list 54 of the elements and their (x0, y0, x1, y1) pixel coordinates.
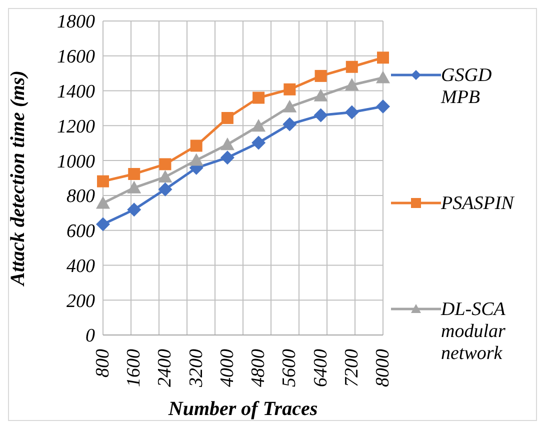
y-tick-label: 1400 (57, 82, 96, 103)
point (376, 99, 390, 114)
x-tick-label: 2400 (154, 348, 176, 387)
x-tick-label: 7200 (341, 348, 362, 387)
point (284, 83, 296, 96)
point (252, 119, 266, 132)
y-tick-label: 600 (66, 221, 96, 242)
point (252, 136, 266, 150)
point (97, 175, 109, 188)
x-tick-label: 4800 (248, 348, 270, 387)
y-tick-label: 0 (86, 326, 96, 347)
point (220, 138, 234, 150)
point (189, 153, 204, 166)
point (314, 88, 328, 102)
y-tick-label: 1200 (57, 116, 96, 138)
point (377, 52, 389, 64)
y-tick-label: 200 (66, 290, 96, 312)
x-tick-label: 5600 (279, 348, 300, 387)
point (252, 92, 265, 104)
y-tick-label: 400 (66, 256, 96, 277)
x-tick-label: 4000 (216, 348, 238, 387)
point (221, 112, 234, 124)
point (158, 170, 172, 183)
y-tick-label: 1800 (57, 12, 96, 33)
point (282, 100, 297, 112)
point (314, 108, 328, 122)
x-tick-label: 3200 (186, 348, 207, 388)
point (344, 78, 359, 91)
point (127, 180, 142, 194)
x-tick-label: 8000 (372, 348, 394, 387)
x-tick-label: 1600 (124, 348, 145, 387)
y-tick-label: 800 (66, 186, 96, 208)
legend-label: DL-SCA modular network (441, 298, 506, 364)
point (282, 117, 297, 132)
x-axis-title: Number of Traces (167, 398, 318, 420)
y-axis-title: Attack detection time (ms) (7, 70, 30, 288)
point (314, 70, 327, 82)
point (220, 150, 234, 165)
point (127, 202, 142, 217)
point (96, 196, 110, 209)
point (344, 105, 359, 120)
point (346, 60, 358, 73)
legend-label: GSGD MPB (441, 64, 493, 108)
x-tick-label: 800 (92, 348, 114, 378)
point (96, 217, 110, 232)
point (190, 140, 202, 152)
point (158, 182, 172, 196)
legend-label: PSASPIN (441, 192, 516, 214)
point (128, 168, 140, 180)
x-tick-label: 6400 (310, 348, 332, 387)
y-tick-label: 1000 (57, 151, 96, 172)
point (159, 158, 172, 170)
point (376, 70, 390, 84)
y-tick-label: 1600 (57, 46, 96, 68)
